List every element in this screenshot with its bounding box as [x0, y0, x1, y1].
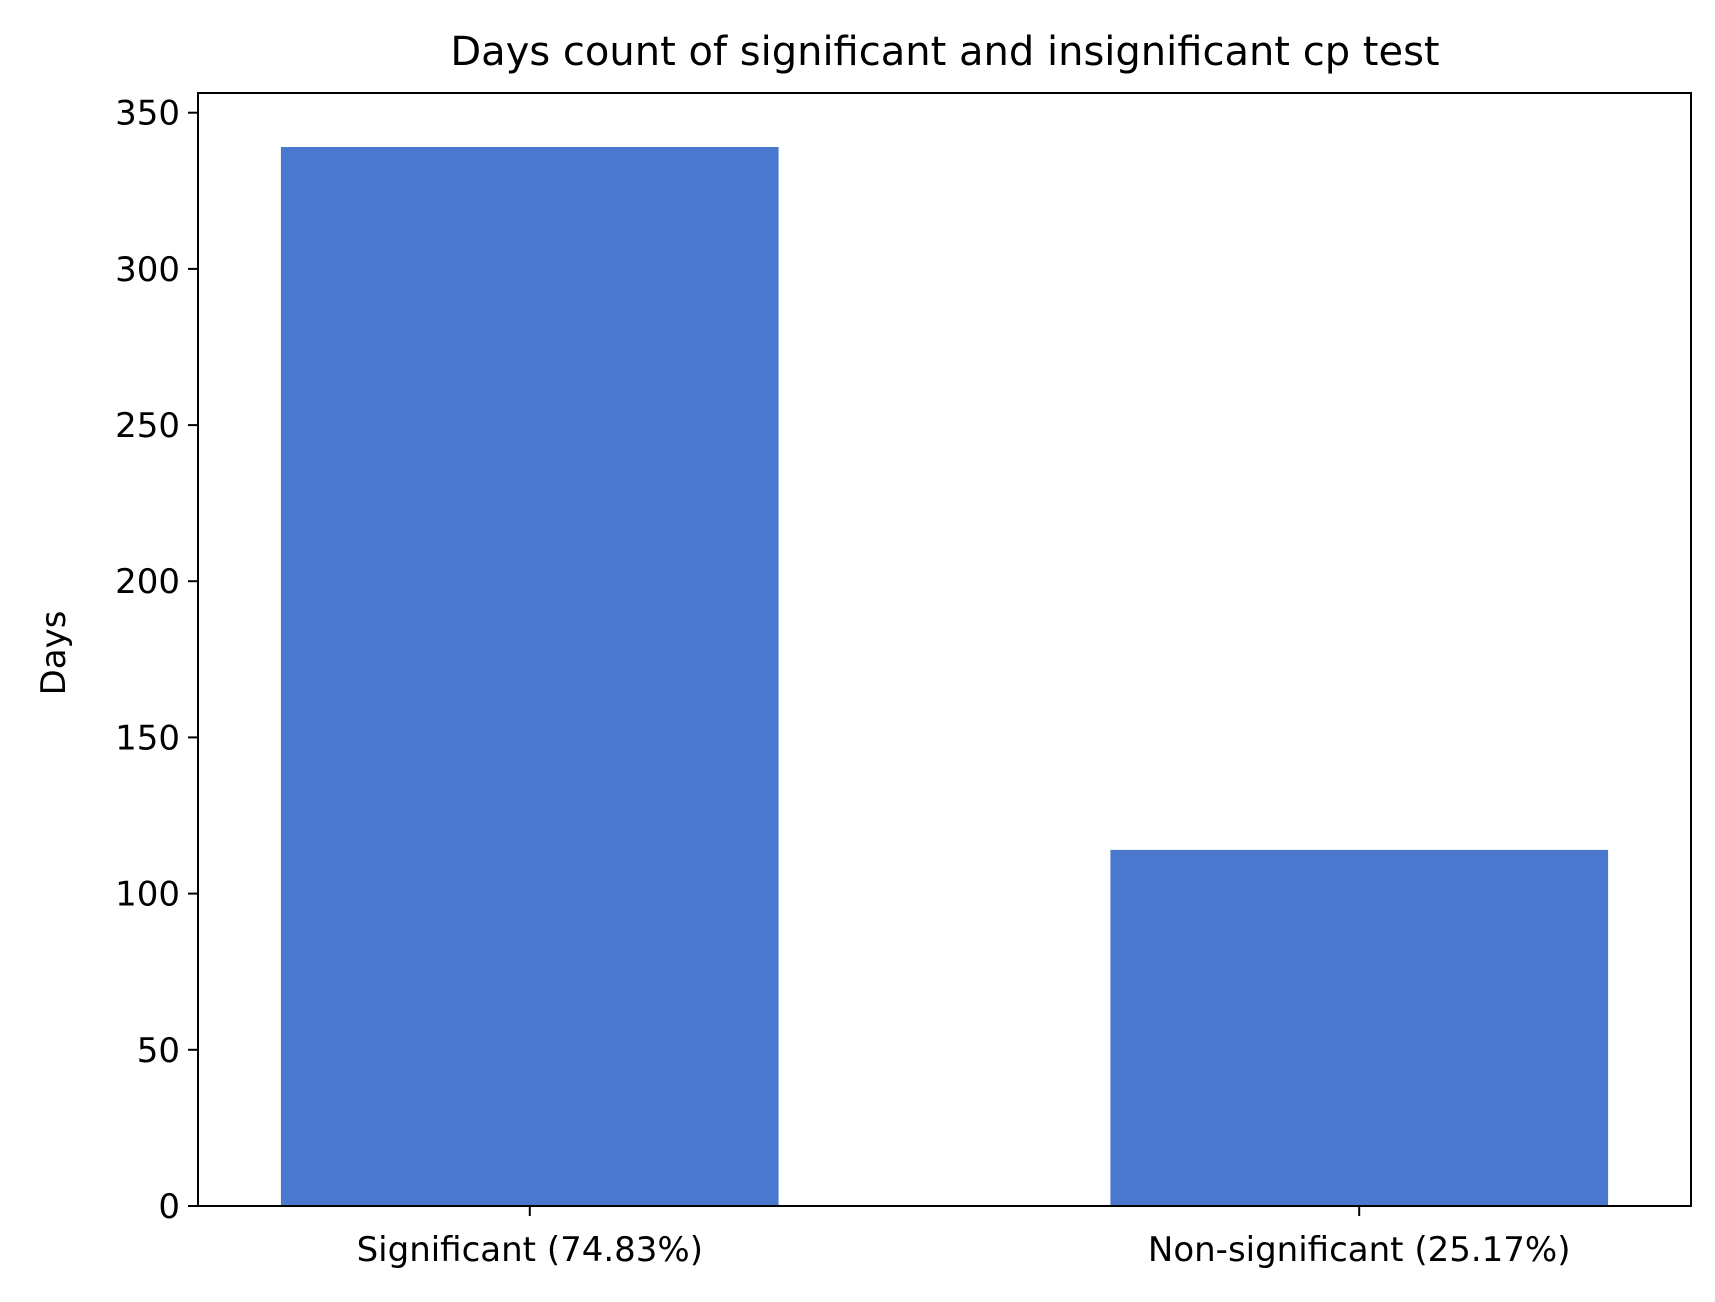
y-tick-label: 200 — [115, 562, 180, 602]
y-tick-label: 50 — [137, 1031, 180, 1071]
plot-frame — [197, 92, 1692, 1207]
x-ticks-group: Significant (74.83%) Non-significant (25.… — [357, 1206, 1571, 1270]
x-tick-label: Non-significant (25.17%) — [1148, 1230, 1571, 1270]
x-tick-label: Significant (74.83%) — [357, 1230, 703, 1270]
y-tick-label: 150 — [115, 718, 180, 758]
y-tick-label: 100 — [115, 875, 180, 915]
y-axis-label: Days — [34, 611, 74, 696]
y-ticks-group: 0 50 100 150 200 250 300 350 — [115, 94, 198, 1227]
y-tick-label: 350 — [115, 94, 180, 134]
y-tick-label: 0 — [158, 1187, 180, 1227]
y-tick-label: 250 — [115, 406, 180, 446]
bars-group — [280, 147, 1609, 1206]
y-tick-label: 300 — [115, 250, 180, 290]
bar-1 — [1110, 849, 1609, 1206]
bar-0 — [280, 147, 779, 1206]
chart-title: Days count of significant and insignific… — [450, 29, 1439, 75]
